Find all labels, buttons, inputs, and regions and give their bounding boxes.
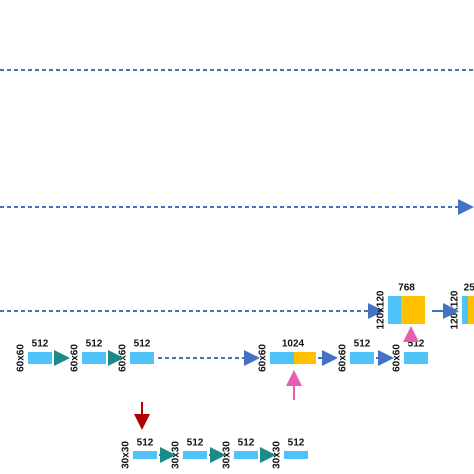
block-blue: [270, 352, 294, 364]
arrows: [54, 303, 459, 463]
size-label: 30x30: [272, 441, 283, 469]
channel-label: 256: [464, 283, 474, 294]
block-orange: [468, 296, 474, 324]
channel-label: 512: [408, 339, 425, 350]
channel-label: 512: [238, 438, 255, 449]
block-orange: [401, 296, 425, 324]
block-blue: [462, 296, 468, 324]
size-label: 60x60: [70, 344, 81, 372]
size-label: 30x30: [121, 441, 132, 469]
size-label: 60x60: [392, 344, 403, 372]
block-blue: [28, 352, 52, 364]
channel-label: 512: [187, 438, 204, 449]
block-blue: [388, 296, 401, 324]
skip-connections: [0, 69, 474, 366]
size-label: 120x120: [450, 290, 461, 329]
block-blue: [130, 352, 154, 364]
channel-label: 512: [32, 339, 49, 350]
channel-label: 768: [398, 283, 415, 294]
channel-label: 512: [354, 339, 371, 350]
block-blue: [234, 451, 258, 459]
block-blue: [133, 451, 157, 459]
size-label: 60x60: [338, 344, 349, 372]
block-blue: [284, 451, 308, 459]
channel-label: 512: [137, 438, 154, 449]
channel-label: 512: [134, 339, 151, 350]
block-blue: [404, 352, 428, 364]
block-orange: [294, 352, 316, 364]
size-label: 60x60: [16, 344, 27, 372]
block-blue: [350, 352, 374, 364]
size-label: 30x30: [222, 441, 233, 469]
size-label: 120x120: [376, 290, 387, 329]
block-blue: [82, 352, 106, 364]
block-blue: [183, 451, 207, 459]
size-label: 30x30: [171, 441, 182, 469]
size-label: 60x60: [258, 344, 269, 372]
channel-label: 1024: [282, 339, 305, 350]
channel-label: 512: [288, 438, 305, 449]
channel-label: 512: [86, 339, 103, 350]
blocks: 768120x120256120x12051260x6051260x605126…: [16, 283, 474, 469]
